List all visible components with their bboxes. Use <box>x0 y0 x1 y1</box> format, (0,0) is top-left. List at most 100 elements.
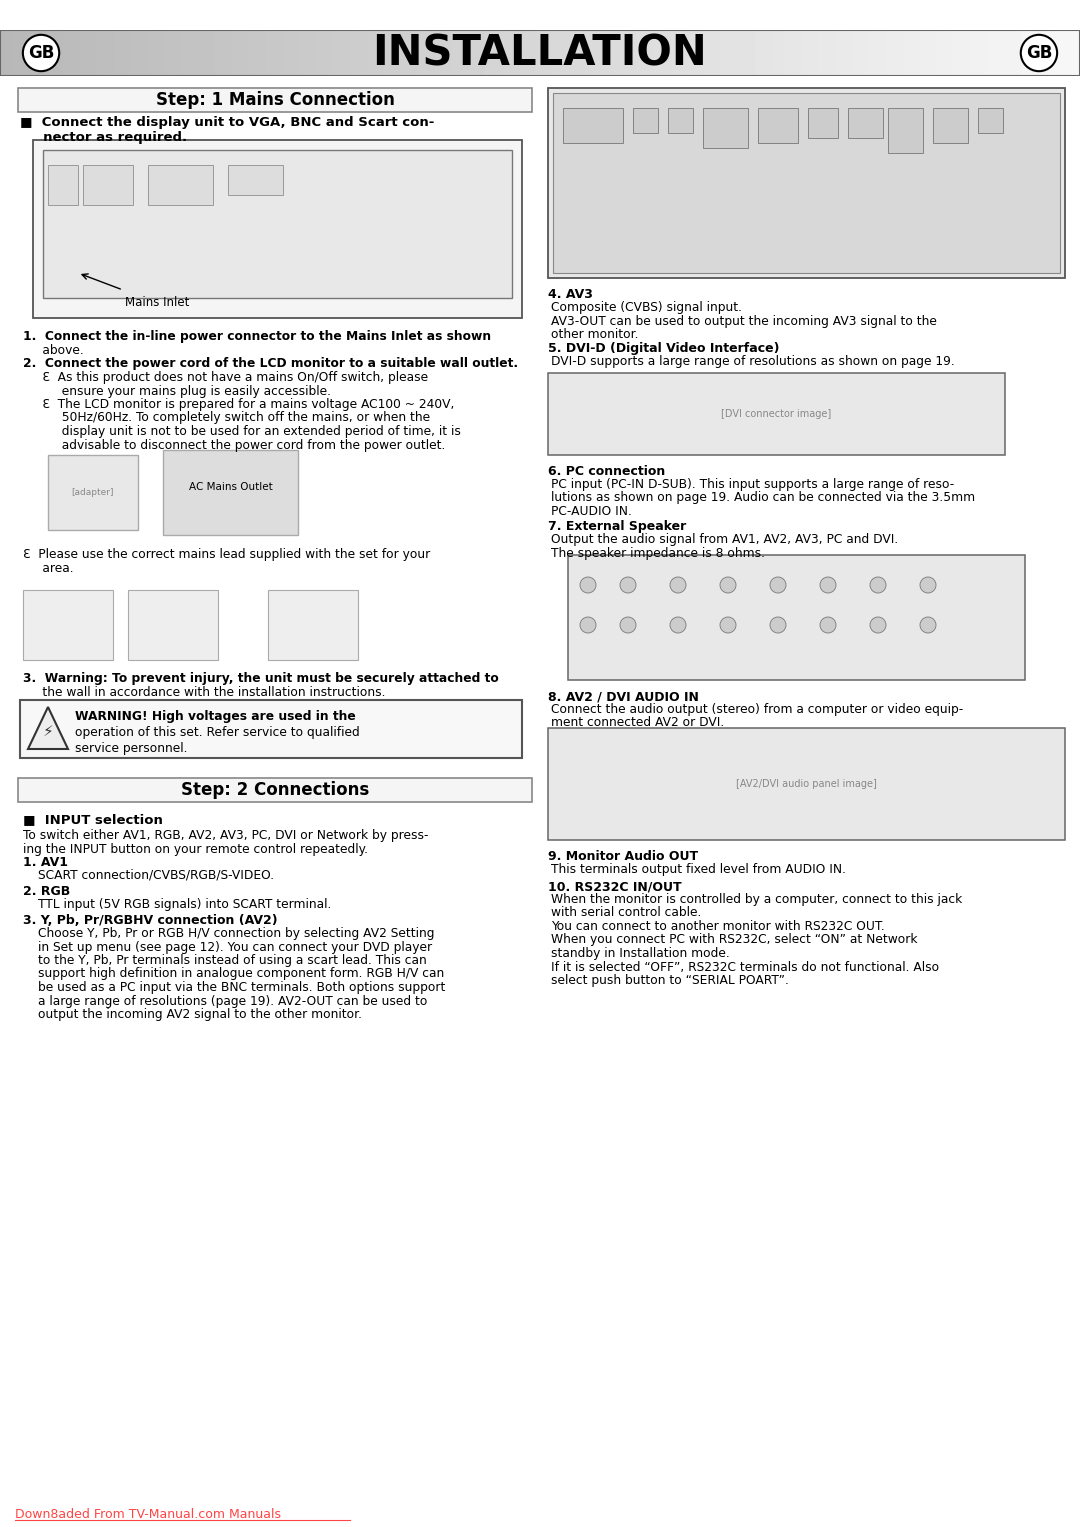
Circle shape <box>770 577 786 592</box>
Text: support high definition in analogue component form. RGB H/V can: support high definition in analogue comp… <box>38 968 444 980</box>
Circle shape <box>670 577 686 592</box>
Bar <box>633 108 658 133</box>
Text: ing the INPUT button on your remote control repeatedly.: ing the INPUT button on your remote cont… <box>23 843 368 855</box>
Bar <box>48 455 138 530</box>
Text: [adapter]: [adapter] <box>71 489 114 496</box>
Text: with serial control cable.: with serial control cable. <box>551 907 701 919</box>
Text: GB: GB <box>28 44 54 63</box>
Text: Step: 1 Mains Connection: Step: 1 Mains Connection <box>156 92 394 108</box>
Text: 7. External Speaker: 7. External Speaker <box>548 521 686 533</box>
Bar <box>43 150 512 298</box>
Bar <box>563 108 623 144</box>
Text: ment connected AV2 or DVI.: ment connected AV2 or DVI. <box>551 716 725 730</box>
Text: 3. Y, Pb, Pr/RGBHV connection (AV2): 3. Y, Pb, Pr/RGBHV connection (AV2) <box>23 915 278 927</box>
Bar <box>228 165 283 195</box>
Bar <box>933 108 968 144</box>
Bar <box>758 108 798 144</box>
Circle shape <box>920 617 936 634</box>
Circle shape <box>670 617 686 634</box>
Text: Connect the audio output (stereo) from a computer or video equip-: Connect the audio output (stereo) from a… <box>551 702 963 716</box>
Text: AV3-OUT can be used to output the incoming AV3 signal to the: AV3-OUT can be used to output the incomi… <box>551 315 936 327</box>
Text: service personnel.: service personnel. <box>75 742 188 754</box>
Bar <box>163 450 298 534</box>
Text: 5. DVI-D (Digital Video Interface): 5. DVI-D (Digital Video Interface) <box>548 342 780 354</box>
Text: ⚡: ⚡ <box>42 724 53 739</box>
Circle shape <box>620 617 636 634</box>
Text: other monitor.: other monitor. <box>551 328 638 341</box>
Bar <box>978 108 1003 133</box>
Circle shape <box>870 577 886 592</box>
Text: 1.  Connect the in-line power connector to the Mains Inlet as shown: 1. Connect the in-line power connector t… <box>23 330 491 344</box>
Text: Choose Y, Pb, Pr or RGB H/V connection by selecting AV2 Setting: Choose Y, Pb, Pr or RGB H/V connection b… <box>38 927 434 941</box>
Bar <box>888 108 923 153</box>
Bar <box>129 589 218 660</box>
Text: [AV2/DVI audio panel image]: [AV2/DVI audio panel image] <box>737 779 877 789</box>
Text: display unit is not to be used for an extended period of time, it is: display unit is not to be used for an ex… <box>23 425 461 438</box>
Text: ensure your mains plug is easily accessible.: ensure your mains plug is easily accessi… <box>23 385 330 397</box>
Text: 2.  Connect the power cord of the LCD monitor to a suitable wall outlet.: 2. Connect the power cord of the LCD mon… <box>23 357 518 370</box>
Text: When the monitor is controlled by a computer, connect to this jack: When the monitor is controlled by a comp… <box>551 893 962 906</box>
Text: 10. RS232C IN/OUT: 10. RS232C IN/OUT <box>548 880 681 893</box>
Text: a large range of resolutions (page 19). AV2-OUT can be used to: a large range of resolutions (page 19). … <box>38 994 428 1008</box>
Text: Output the audio signal from AV1, AV2, AV3, PC and DVI.: Output the audio signal from AV1, AV2, A… <box>551 533 899 547</box>
Polygon shape <box>28 707 68 750</box>
Text: When you connect PC with RS232C, select “ON” at Network: When you connect PC with RS232C, select … <box>551 933 918 947</box>
Circle shape <box>720 577 735 592</box>
Text: ■  Connect the display unit to VGA, BNC and Scart con-
     nector as required.: ■ Connect the display unit to VGA, BNC a… <box>21 116 434 144</box>
Circle shape <box>870 617 886 634</box>
Text: to the Y, Pb, Pr terminals instead of using a scart lead. This can: to the Y, Pb, Pr terminals instead of us… <box>38 954 427 967</box>
Text: 1. AV1: 1. AV1 <box>23 857 68 869</box>
Circle shape <box>720 617 735 634</box>
Text: GB: GB <box>1026 44 1052 63</box>
Bar <box>48 165 78 205</box>
Text: in Set up menu (see page 12). You can connect your DVD player: in Set up menu (see page 12). You can co… <box>38 941 432 953</box>
Bar <box>268 589 357 660</box>
Text: 50Hz/60Hz. To completely switch off the mains, or when the: 50Hz/60Hz. To completely switch off the … <box>23 411 430 425</box>
Text: INSTALLATION: INSTALLATION <box>373 32 707 73</box>
Text: If it is selected “OFF”, RS232C terminals do not functional. Also: If it is selected “OFF”, RS232C terminal… <box>551 960 940 974</box>
Circle shape <box>820 617 836 634</box>
Text: above.: above. <box>23 344 84 356</box>
Text: 2. RGB: 2. RGB <box>23 886 70 898</box>
Text: 4. AV3: 4. AV3 <box>548 289 593 301</box>
Text: area.: area. <box>23 562 73 574</box>
Text: DVI-D supports a large range of resolutions as shown on page 19.: DVI-D supports a large range of resoluti… <box>551 354 955 368</box>
Text: the wall in accordance with the installation instructions.: the wall in accordance with the installa… <box>23 686 386 698</box>
Bar <box>548 89 1065 278</box>
Text: standby in Installation mode.: standby in Installation mode. <box>551 947 730 960</box>
Circle shape <box>580 617 596 634</box>
Circle shape <box>770 617 786 634</box>
Text: select push button to “SERIAL POART”.: select push button to “SERIAL POART”. <box>551 974 788 986</box>
Bar <box>568 554 1025 680</box>
Text: The speaker impedance is 8 ohms.: The speaker impedance is 8 ohms. <box>551 547 765 559</box>
Text: operation of this set. Refer service to qualified: operation of this set. Refer service to … <box>75 725 360 739</box>
Bar <box>848 108 883 137</box>
Text: This terminals output fixed level from AUDIO IN.: This terminals output fixed level from A… <box>551 863 846 876</box>
Text: 3.  Warning: To prevent injury, the unit must be securely attached to: 3. Warning: To prevent injury, the unit … <box>23 672 499 686</box>
Text: ℇ  The LCD monitor is prepared for a mains voltage AC100 ~ 240V,: ℇ The LCD monitor is prepared for a main… <box>23 399 455 411</box>
Text: output the incoming AV2 signal to the other monitor.: output the incoming AV2 signal to the ot… <box>38 1008 362 1022</box>
Text: WARNING! High voltages are used in the: WARNING! High voltages are used in the <box>75 710 355 722</box>
Bar <box>18 89 532 111</box>
Bar <box>548 373 1005 455</box>
Text: Mains Inlet: Mains Inlet <box>125 296 189 308</box>
Bar <box>669 108 693 133</box>
Text: 9. Monitor Audio OUT: 9. Monitor Audio OUT <box>548 851 698 863</box>
Text: Composite (CVBS) signal input.: Composite (CVBS) signal input. <box>551 301 742 315</box>
Bar <box>703 108 748 148</box>
Text: PC-AUDIO IN.: PC-AUDIO IN. <box>551 505 632 518</box>
Bar <box>148 165 213 205</box>
Text: 6. PC connection: 6. PC connection <box>548 466 665 478</box>
Bar <box>83 165 133 205</box>
Circle shape <box>920 577 936 592</box>
Bar <box>548 728 1065 840</box>
Text: ℇ  As this product does not have a mains On/Off switch, please: ℇ As this product does not have a mains … <box>23 371 428 383</box>
Text: SCART connection/CVBS/RGB/S-VIDEO.: SCART connection/CVBS/RGB/S-VIDEO. <box>38 869 274 883</box>
Text: To switch either AV1, RGB, AV2, AV3, PC, DVI or Network by press-: To switch either AV1, RGB, AV2, AV3, PC,… <box>23 829 429 841</box>
Text: ℇ  Please use the correct mains lead supplied with the set for your: ℇ Please use the correct mains lead supp… <box>23 548 430 560</box>
Text: AC Mains Outlet: AC Mains Outlet <box>189 481 272 492</box>
Bar <box>808 108 838 137</box>
Bar <box>553 93 1059 273</box>
Text: PC input (PC-IN D-SUB). This input supports a large range of reso-: PC input (PC-IN D-SUB). This input suppo… <box>551 478 955 492</box>
Bar <box>23 589 113 660</box>
